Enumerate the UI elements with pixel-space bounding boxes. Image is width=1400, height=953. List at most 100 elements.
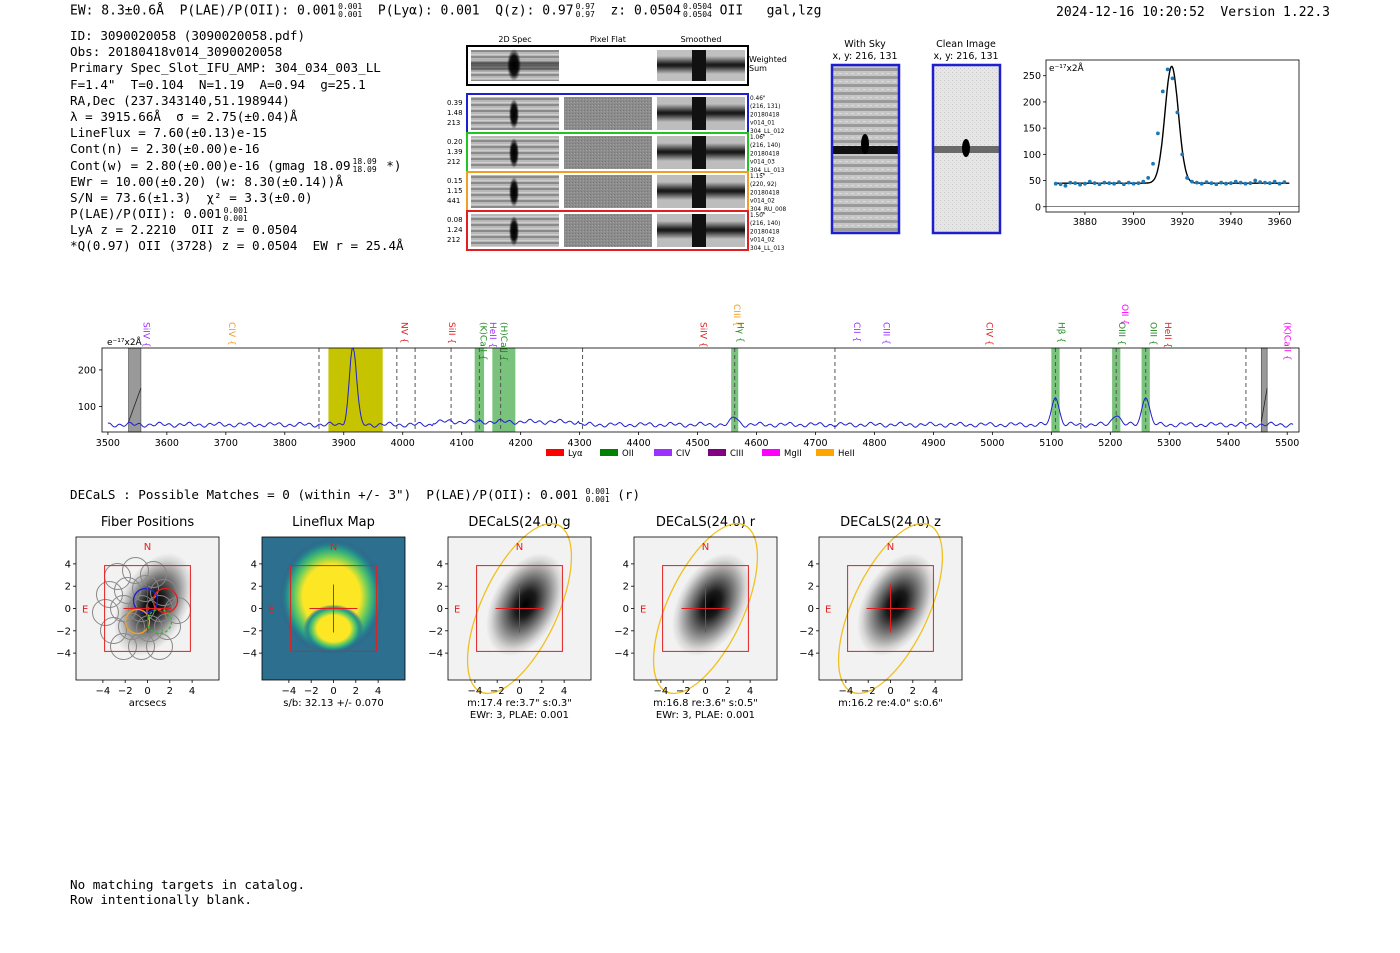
cutout-row-meta: (216, 131) — [750, 104, 780, 110]
zoom-data-point — [1248, 181, 1253, 186]
panel-ytick-label: −4 — [799, 649, 814, 660]
cutout-row-stat: 212 — [447, 158, 460, 166]
masked-band-hatch — [1260, 387, 1268, 423]
zoom-data-point — [1180, 152, 1185, 157]
header-line: OII — [719, 3, 744, 19]
header-z-sub: 0.0504 — [682, 10, 712, 19]
cutout-row-meta: 1.50" — [750, 213, 766, 219]
header-class: gal,lzg — [766, 3, 822, 19]
info-radec: RA,Dec (237.343140,51.198944) — [70, 92, 290, 108]
clean-title: Clean Image — [936, 39, 996, 50]
aperture-ellipse — [652, 522, 759, 695]
col-title-flat: Pixel Flat — [590, 35, 626, 44]
legend-label: MgII — [784, 449, 802, 459]
zoom-data-point — [1107, 181, 1112, 186]
zoom-xtick-label: 3880 — [1073, 217, 1097, 228]
legend-label: HeII — [838, 449, 855, 459]
info-lambda: λ = 3915.66Å σ = 2.75(±0.04)Å — [70, 108, 298, 124]
header-plya: P(Lyα): 0.001 — [377, 3, 480, 19]
panel-xtick-label: 4 — [747, 686, 753, 697]
zoom-data-point — [1233, 179, 1238, 184]
zoom-data-point — [1243, 181, 1248, 186]
legend-label: CIII — [730, 449, 743, 459]
zoom-data-point — [1078, 182, 1082, 187]
panel-ytick-label: 4 — [251, 559, 257, 570]
smoothed-source — [692, 97, 706, 130]
full-xtick-label: 3900 — [332, 438, 356, 449]
line-id-label: (K)CaII { — [478, 322, 488, 361]
legend-label: OII — [622, 449, 634, 459]
cutout-row-meta: v014_01 — [750, 121, 775, 127]
info-contw-sup: 18.09 — [352, 157, 377, 166]
legend-swatch — [816, 449, 834, 456]
info-obs: Obs: 20180418v014_3090020058 — [70, 44, 283, 60]
zoom-data-point — [1204, 180, 1209, 185]
weighted-label-1: Weighted — [749, 55, 787, 64]
cutout-row: 0.08 1.24 212 1.50" (216, 140) 20180418 v014_0… — [447, 210, 785, 252]
panel-xtick-label: 2 — [167, 686, 173, 697]
galaxy-image — [856, 552, 937, 657]
panel-ytick-label: 0 — [65, 604, 71, 615]
spec2d-source — [509, 177, 519, 207]
header-ew: EW: 8.3±0.6Å — [70, 3, 164, 19]
info-plae-sup: 0.001 — [223, 205, 248, 215]
zoom-data-point — [1131, 181, 1136, 186]
full-xtick-label: 4500 — [685, 438, 709, 449]
fiber-circle — [122, 557, 149, 584]
zoom-data-point — [1136, 181, 1141, 186]
galaxy-image — [671, 552, 752, 657]
zoom-data-point — [1146, 176, 1151, 180]
info-slot: Primary Spec_Slot_IFU_AMP: 304_034_003_L… — [70, 60, 381, 76]
north-label: N — [516, 542, 523, 553]
line-id-label: CIV { — [984, 322, 994, 346]
catalog-footer: No matching targets in catalog. Row inte… — [70, 877, 305, 907]
info-plae-label: P(LAE)/P(OII): 0.001 — [70, 206, 222, 222]
line-id-label: Hγ { — [735, 322, 745, 343]
line-id-label: SiII { — [446, 322, 456, 344]
fiber-circle — [110, 633, 137, 660]
cutout-row-meta: 20180418 — [750, 151, 780, 157]
north-label: N — [330, 542, 337, 553]
zoom-ytick-label: 0 — [1035, 202, 1041, 213]
zoom-data-point — [1126, 180, 1131, 185]
full-xtick-label: 4000 — [391, 438, 415, 449]
with-sky-image — [830, 63, 901, 235]
zoom-data-point — [1170, 76, 1175, 81]
full-xtick-label: 3500 — [96, 438, 120, 449]
zoom-data-point — [1263, 180, 1267, 185]
spec2d-source — [509, 138, 519, 168]
panel-ytick-label: −2 — [56, 626, 71, 637]
cutout-row-stat: 213 — [447, 119, 460, 127]
cutout-row-meta: (216, 140) — [750, 143, 780, 149]
masked-band-hatch — [128, 387, 142, 423]
panel-ytick-label: 2 — [251, 582, 257, 593]
line-id-label: NV { — [399, 322, 409, 343]
panel-ytick-label: 0 — [437, 604, 443, 615]
search-box — [290, 565, 377, 652]
full-xtick-label: 5500 — [1275, 438, 1299, 449]
line-band — [492, 348, 516, 432]
clean-xy: x, y: 216, 131 — [933, 51, 998, 62]
panel-xtick-label: −4 — [96, 686, 111, 697]
footer-line-2: Row intentionally blank. — [70, 892, 252, 907]
full-xtick-label: 5000 — [980, 438, 1004, 449]
panel-xtick-label: 0 — [887, 686, 893, 697]
legend-swatch — [546, 449, 564, 456]
zoom-xtick-label: 3900 — [1121, 217, 1145, 228]
footer-line-1: No matching targets in catalog. — [70, 877, 306, 892]
line-id-label: HeII { — [1162, 322, 1172, 348]
fiber-circle — [140, 561, 167, 588]
info-contw-pre: Cont(w) = 2.80(±0.00)e-16 (gmag 18.09 — [70, 157, 351, 173]
zoom-data-point — [1053, 181, 1058, 186]
cutout-row-meta: (216, 140) — [750, 221, 780, 227]
legend-swatch — [708, 449, 726, 456]
header-summary: EW: 8.3±0.6Å P(LAE)/P(OII): 0.001 0.001 0.… — [70, 3, 821, 19]
panel-ytick-label: 2 — [65, 582, 71, 593]
full-xtick-label: 4200 — [509, 438, 533, 449]
panel-xtick-label: 0 — [516, 686, 522, 697]
zoom-data-point — [1228, 181, 1233, 186]
header-datetime: 2024-12-16 10:20:52 — [1056, 5, 1205, 20]
panel-xtick-label: 2 — [725, 686, 731, 697]
fiber-circle — [100, 617, 127, 644]
